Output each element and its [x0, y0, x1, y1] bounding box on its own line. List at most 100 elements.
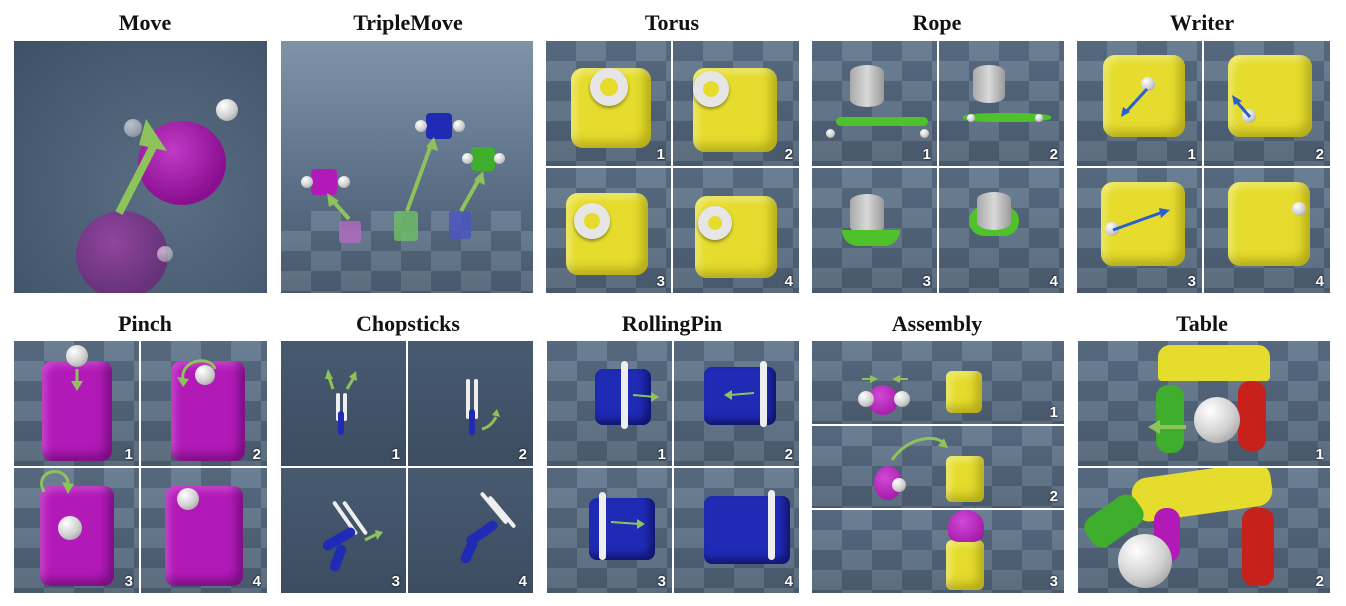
- gripper-ball: [157, 246, 173, 262]
- gripper-ball: [216, 99, 238, 121]
- title-writer: Writer: [1169, 10, 1235, 35]
- table-leg-red: [1242, 508, 1274, 586]
- chopsticks-step-1: 1: [281, 341, 406, 466]
- step-number: 1: [1315, 446, 1324, 463]
- step-number: 2: [1315, 146, 1324, 163]
- assembly-step-3: 3: [812, 510, 1064, 593]
- blue-cube: [426, 113, 452, 139]
- purple-cube: [311, 169, 337, 195]
- table-step-2: 2: [1078, 468, 1330, 593]
- title-chopsticks: Chopsticks: [356, 311, 460, 336]
- step-number: 1: [656, 146, 665, 163]
- step-number: 2: [784, 146, 793, 163]
- title-table: Table: [1176, 311, 1228, 336]
- step-number: 3: [922, 273, 931, 290]
- triplemove-arrows: [327, 137, 485, 221]
- panel-move: [14, 41, 267, 293]
- writer-step-2: 2: [1204, 41, 1330, 166]
- step-number: 3: [657, 573, 666, 590]
- torus-step-1: 1: [546, 41, 671, 166]
- panel-pinch: 1 2 3 4: [14, 341, 267, 593]
- panel-rope: 1 2 3 4: [812, 41, 1064, 293]
- table-sphere: [1194, 397, 1240, 443]
- step-number: 2: [784, 446, 793, 463]
- gripper-ball: [338, 176, 350, 188]
- step-number: 3: [1187, 273, 1196, 290]
- rope-step-3: 3: [812, 168, 937, 293]
- step-number: 4: [784, 273, 793, 290]
- gripper-ball: [462, 153, 473, 164]
- step-number: 1: [1187, 146, 1196, 163]
- step-number: 3: [656, 273, 665, 290]
- pinch-step-2: 2: [141, 341, 267, 466]
- gripper-ball: [301, 176, 313, 188]
- rollingpin-step-1: 1: [547, 341, 672, 466]
- assembly-step-2: 2: [812, 426, 1064, 508]
- writer-step-1: 1: [1077, 41, 1202, 166]
- step-number: 2: [1315, 573, 1324, 590]
- panel-torus: 1 2 3 4: [546, 41, 799, 293]
- torus-step-3: 3: [546, 168, 671, 293]
- table-step-1: 1: [1078, 341, 1330, 466]
- panel-rollingpin: 1 2 3 4: [547, 341, 799, 593]
- panel-writer: 1 2 3 4: [1077, 41, 1330, 293]
- step-number: 1: [922, 146, 931, 163]
- step-number: 4: [1049, 273, 1058, 290]
- title-assembly: Assembly: [891, 311, 983, 336]
- assembly-step-1: 1: [812, 341, 1064, 424]
- step-number: 4: [252, 573, 261, 590]
- rope-step-2: 2: [939, 41, 1064, 166]
- pinch-step-1: 1: [14, 341, 139, 466]
- gripper-ball: [124, 119, 142, 137]
- pinch-step-4: 4: [141, 468, 267, 593]
- table-sphere: [1118, 534, 1172, 588]
- blue-cube-start: [449, 211, 471, 239]
- panel-chopsticks: 1 2 3 4: [281, 341, 533, 593]
- writer-step-4: 4: [1204, 168, 1330, 293]
- step-number: 4: [784, 573, 793, 590]
- step-number: 4: [518, 573, 527, 590]
- torus-step-4: 4: [673, 168, 799, 293]
- panel-triplemove: [281, 41, 533, 293]
- rope-step-1: 1: [812, 41, 937, 166]
- chopsticks-step-2: 2: [408, 341, 533, 466]
- step-number: 2: [252, 446, 261, 463]
- table-leg-red: [1238, 381, 1266, 451]
- step-number: 2: [1049, 146, 1058, 163]
- torus-step-2: 2: [673, 41, 799, 166]
- step-number: 3: [391, 573, 400, 590]
- green-cube-start: [394, 211, 418, 241]
- title-rope: Rope: [912, 10, 962, 35]
- table-leg-green: [1156, 385, 1184, 453]
- rollingpin-step-2: 2: [674, 341, 799, 466]
- step-number: 2: [518, 446, 527, 463]
- gripper-ball: [453, 120, 465, 132]
- title-pinch: Pinch: [118, 311, 172, 336]
- rope-step-4: 4: [939, 168, 1064, 293]
- step-number: 1: [124, 446, 133, 463]
- title-triplemove: TripleMove: [353, 10, 463, 35]
- purple-sphere-start: [76, 211, 168, 293]
- gripper-ball: [415, 120, 427, 132]
- step-number: 3: [1049, 573, 1058, 590]
- step-number: 1: [1049, 404, 1058, 421]
- panel-table: 1 2: [1078, 341, 1330, 593]
- step-number: 3: [124, 573, 133, 590]
- purple-cube-start: [339, 221, 361, 243]
- green-cube: [471, 147, 495, 171]
- step-number: 1: [657, 446, 666, 463]
- move-arrow: [115, 119, 167, 215]
- chopsticks-step-4: 4: [408, 468, 533, 593]
- rollingpin-step-4: 4: [674, 468, 799, 593]
- pinch-step-3: 3: [14, 468, 139, 593]
- title-torus: Torus: [644, 10, 700, 35]
- step-number: 2: [1049, 488, 1058, 505]
- panel-assembly: 1 2 3: [812, 341, 1064, 593]
- gripper-ball: [494, 153, 505, 164]
- writer-step-3: 3: [1077, 168, 1202, 293]
- chopsticks-step-3: 3: [281, 468, 406, 593]
- step-number: 1: [391, 446, 400, 463]
- rollingpin-step-3: 3: [547, 468, 672, 593]
- title-rollingpin: RollingPin: [621, 311, 723, 336]
- title-move: Move: [118, 10, 172, 35]
